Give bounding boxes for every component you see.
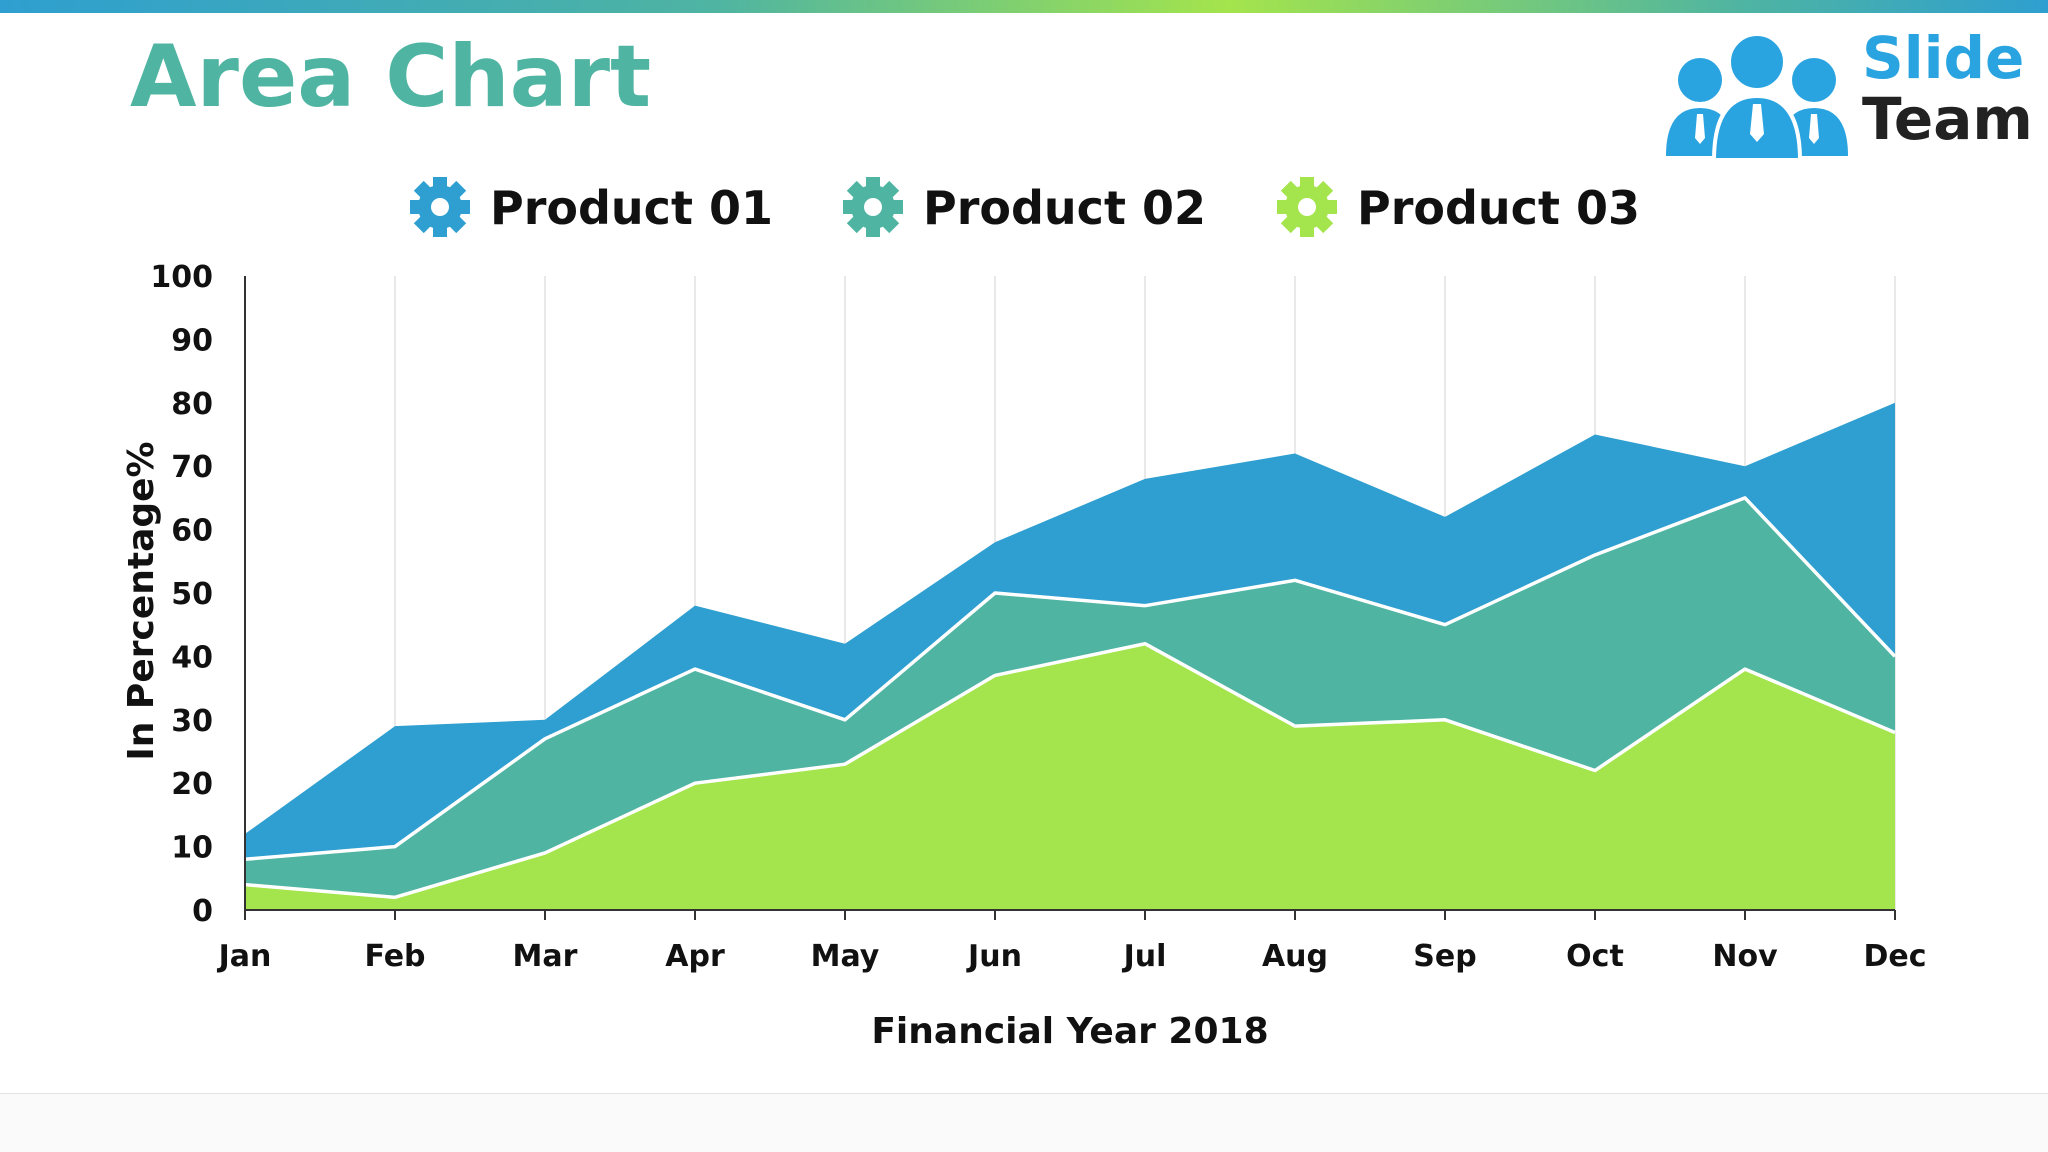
y-tick-label: 40 <box>171 640 213 675</box>
x-tick-label: Aug <box>1262 939 1328 974</box>
x-tick-label: Jan <box>217 939 272 974</box>
chart-axes <box>244 276 1896 920</box>
gear-icon <box>1277 177 1337 237</box>
footer-divider <box>0 1093 2048 1094</box>
legend-item: Product 03 <box>1277 177 1640 237</box>
logo-people-icon <box>1666 32 1848 162</box>
area-boundary-line <box>244 496 1897 862</box>
x-axis-ticks: Jan Feb Mar Apr May Jun Jul Aug Sep Oct Nov Dec <box>217 939 1927 974</box>
x-tick-label: Jul <box>1122 939 1167 974</box>
x-tick-label: Dec <box>1863 939 1926 974</box>
logo-word-slide: Slide <box>1862 24 2025 92</box>
area-series-product-03 <box>245 643 1895 910</box>
legend-label: Product 03 <box>1357 181 1640 235</box>
footer-strip <box>0 1094 2048 1152</box>
x-tick-label: Feb <box>364 939 425 974</box>
logo: Slide Team <box>1662 28 2033 168</box>
y-tick-label: 30 <box>171 704 213 739</box>
page-title: Area Chart <box>130 27 652 127</box>
x-axis-title: Financial Year 2018 <box>871 1011 1268 1052</box>
logo-word-team: Team <box>1862 84 2033 153</box>
gear-hole <box>1298 198 1316 216</box>
gear-icon <box>843 177 903 237</box>
legend-label: Product 01 <box>490 181 773 235</box>
legend-label: Product 02 <box>923 181 1206 235</box>
x-tick-label: Nov <box>1712 939 1778 974</box>
y-tick-label: 100 <box>150 260 213 295</box>
y-axis-ticks: 0 10 20 30 40 50 60 70 80 90 100 <box>150 260 213 929</box>
y-tick-label: 60 <box>171 514 213 549</box>
legend-item: Product 01 <box>410 177 773 237</box>
gear-hole <box>864 198 882 216</box>
x-tick-label: Sep <box>1413 939 1476 974</box>
chart-areas <box>244 402 1897 910</box>
area-boundary-line <box>244 641 1896 900</box>
legend-item: Product 02 <box>843 177 1206 237</box>
x-tick-label: May <box>811 939 880 974</box>
x-tick-label: Jun <box>966 939 1022 974</box>
top-accent-bar <box>0 0 2048 13</box>
y-tick-label: 10 <box>171 831 213 866</box>
y-tick-label: 50 <box>171 577 213 612</box>
gear-hole <box>431 198 449 216</box>
gear-icon <box>410 177 470 237</box>
chart-legend: Product 01 Product 02 Product 03 <box>410 177 1640 237</box>
y-tick-label: 70 <box>171 450 213 485</box>
x-tick-label: Mar <box>513 939 578 974</box>
y-tick-label: 80 <box>171 387 213 422</box>
y-tick-label: 0 <box>192 894 213 929</box>
y-tick-label: 20 <box>171 767 213 802</box>
y-tick-label: 90 <box>171 323 213 358</box>
x-tick-label: Oct <box>1566 939 1624 974</box>
logo-wordmark: Slide Team <box>1862 28 2033 150</box>
x-tick-label: Apr <box>665 939 725 974</box>
y-axis-title: In Percentage% <box>121 441 162 760</box>
